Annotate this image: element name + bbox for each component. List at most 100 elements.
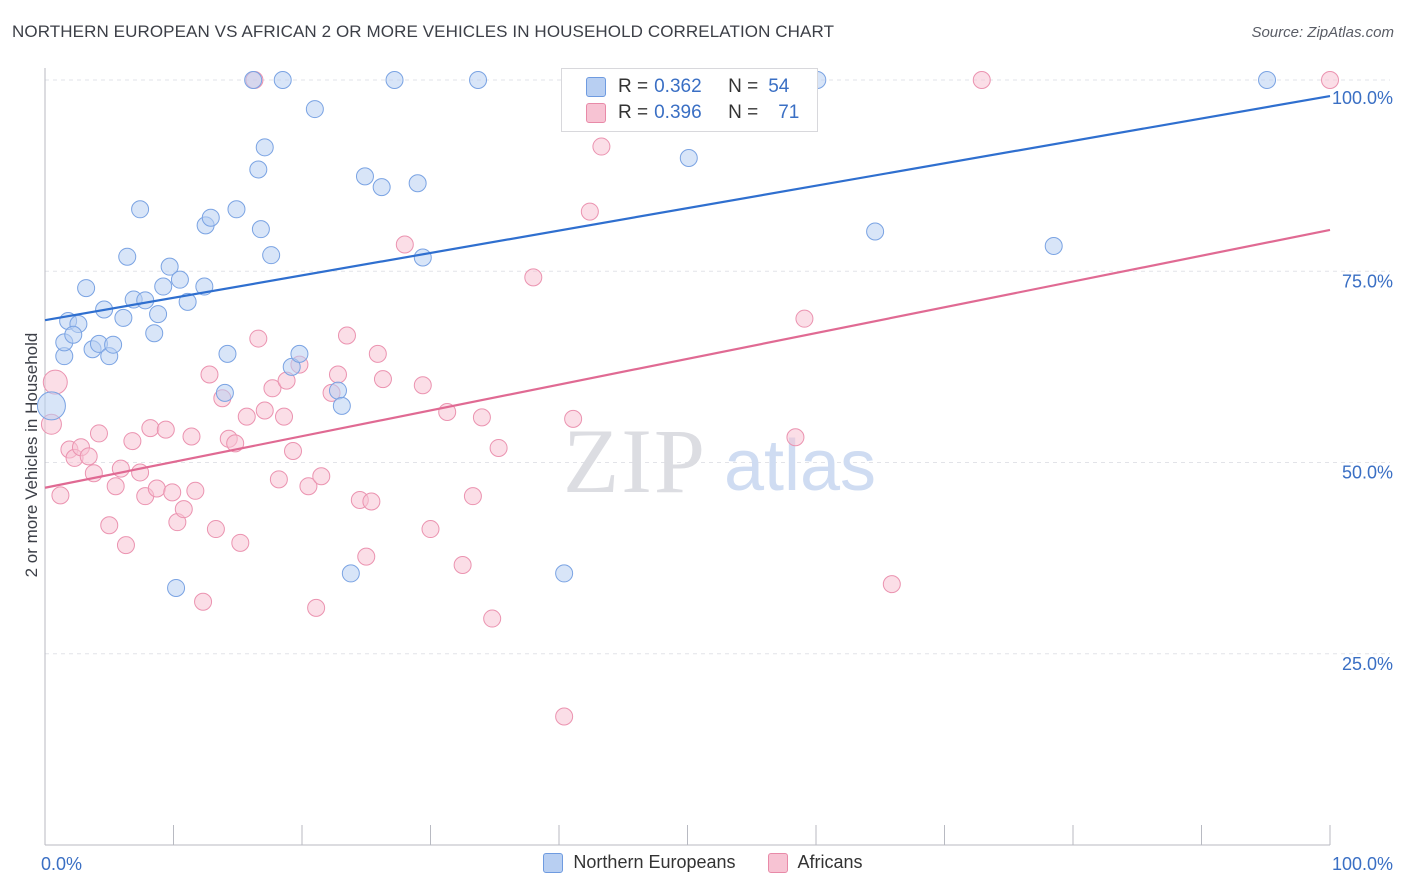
africans-point-53 bbox=[421, 520, 440, 539]
northern-europeans-point-41 bbox=[355, 167, 374, 186]
northern-europeans-point-20 bbox=[160, 257, 179, 276]
africans-point-66 bbox=[795, 309, 814, 328]
series-legend: Northern Europeans Africans bbox=[0, 852, 1406, 873]
africans-point-24 bbox=[194, 592, 213, 611]
northern-europeans-point-17 bbox=[145, 324, 164, 343]
northern-europeans-point-53 bbox=[167, 578, 186, 597]
africans-point-38 bbox=[284, 442, 303, 461]
northern-europeans-point-34 bbox=[273, 71, 292, 89]
x-tick-label-1: 100.0% bbox=[1332, 854, 1393, 874]
northern-europeans-point-52 bbox=[1258, 71, 1277, 89]
northern-europeans-point-18 bbox=[149, 305, 168, 324]
africans-point-58 bbox=[483, 609, 502, 628]
northern-europeans-point-28 bbox=[227, 200, 246, 219]
northern-europeans-point-32 bbox=[255, 138, 274, 157]
northern-europeans-point-37 bbox=[305, 100, 324, 119]
africans-point-50 bbox=[373, 370, 392, 389]
northern-europeans-point-45 bbox=[413, 248, 432, 267]
africans-point-6 bbox=[79, 447, 98, 466]
legend-n-label: N = bbox=[728, 102, 759, 123]
northern-europeans-point-46 bbox=[469, 71, 488, 89]
northern-europeans-point-25 bbox=[201, 208, 220, 227]
northern-europeans-point-43 bbox=[385, 71, 404, 89]
africans-point-26 bbox=[206, 520, 225, 539]
legend-r-label: R = bbox=[618, 76, 649, 97]
africans-point-17 bbox=[147, 479, 166, 498]
africans-point-63 bbox=[580, 202, 599, 221]
northern-europeans-point-50 bbox=[866, 222, 885, 241]
northern-europeans-point-29 bbox=[244, 71, 263, 89]
northern-europeans-point-22 bbox=[178, 292, 197, 311]
northern-europeans-point-16 bbox=[136, 291, 155, 310]
y-tick-label-1: 50.0% bbox=[1342, 463, 1393, 483]
northern-europeans-point-5 bbox=[64, 325, 83, 344]
northern-europeans-point-26 bbox=[215, 383, 234, 402]
africans-points bbox=[40, 71, 1339, 726]
africans-point-47 bbox=[357, 547, 376, 566]
legend-r-value: 0.396 bbox=[654, 102, 702, 123]
legend-swatch-blue bbox=[543, 852, 564, 873]
africans-point-55 bbox=[453, 556, 472, 575]
africans-point-34 bbox=[255, 401, 274, 420]
northern-europeans-point-19 bbox=[154, 277, 173, 296]
africans-point-64 bbox=[592, 137, 611, 156]
legend-n-value: 54 bbox=[768, 76, 790, 97]
legend-r-value: 0.362 bbox=[654, 76, 702, 97]
africans-point-8 bbox=[89, 424, 108, 443]
legend-row-africans: R = 0.396 N = 71 bbox=[586, 101, 799, 125]
chart-title: NORTHERN EUROPEAN VS AFRICAN 2 OR MORE V… bbox=[12, 22, 835, 41]
legend-label-northern-europeans: Northern Europeans bbox=[573, 852, 736, 872]
y-tick-label-3: 100.0% bbox=[1332, 88, 1393, 108]
northern-europeans-trend-line bbox=[44, 94, 1331, 322]
northern-europeans-point-38 bbox=[328, 381, 347, 400]
y-tick-label-2: 75.0% bbox=[1342, 271, 1393, 291]
northern-europeans-point-51 bbox=[1044, 237, 1063, 256]
africans-point-68 bbox=[972, 71, 991, 89]
africans-point-23 bbox=[186, 481, 205, 500]
northern-europeans-point-6 bbox=[77, 279, 96, 298]
y-tick-label-0: 25.0% bbox=[1342, 654, 1393, 674]
africans-point-62 bbox=[564, 409, 583, 428]
africans-point-0 bbox=[42, 369, 68, 395]
northern-europeans-point-39 bbox=[332, 396, 351, 415]
legend-n-value: 71 bbox=[778, 102, 800, 123]
africans-point-40 bbox=[299, 477, 318, 496]
legend-n-label: N = bbox=[728, 76, 759, 97]
northern-europeans-point-30 bbox=[249, 160, 268, 179]
africans-point-57 bbox=[472, 408, 491, 427]
legend-r-label: R = bbox=[618, 102, 649, 123]
legend-swatch-blue bbox=[586, 77, 606, 97]
northern-europeans-point-48 bbox=[679, 149, 698, 168]
africans-point-31 bbox=[237, 407, 256, 426]
northern-europeans-point-42 bbox=[372, 178, 391, 197]
africans-point-36 bbox=[269, 470, 288, 489]
africans-point-10 bbox=[106, 477, 125, 496]
source-label: Source: ZipAtlas.com bbox=[1251, 24, 1394, 41]
africans-point-19 bbox=[163, 483, 182, 502]
africans-point-13 bbox=[123, 432, 142, 451]
x-tick-label-0: 0.0% bbox=[41, 854, 82, 874]
africans-point-30 bbox=[231, 533, 250, 552]
africans-point-56 bbox=[463, 487, 482, 506]
africans-point-9 bbox=[100, 516, 119, 535]
legend-swatch-pink bbox=[586, 103, 606, 123]
legend-swatch-pink bbox=[767, 852, 788, 873]
africans-point-59 bbox=[489, 438, 508, 457]
northern-europeans-point-15 bbox=[131, 200, 150, 219]
axes bbox=[44, 68, 1331, 846]
africans-point-51 bbox=[395, 235, 414, 254]
africans-point-12 bbox=[116, 536, 135, 555]
africans-point-60 bbox=[524, 268, 543, 287]
northern-europeans-point-21 bbox=[170, 270, 189, 289]
africans-point-22 bbox=[182, 427, 201, 446]
northern-europeans-point-2 bbox=[36, 391, 66, 421]
legend-item-africans[interactable]: Africans bbox=[767, 852, 863, 873]
northern-europeans-point-31 bbox=[251, 220, 270, 239]
africans-point-2 bbox=[51, 486, 70, 505]
northern-europeans-points bbox=[36, 71, 1277, 597]
northern-europeans-point-27 bbox=[218, 344, 237, 363]
northern-europeans-point-44 bbox=[408, 174, 427, 193]
africans-point-42 bbox=[312, 467, 331, 486]
legend-item-northern-europeans[interactable]: Northern Europeans bbox=[543, 852, 736, 873]
